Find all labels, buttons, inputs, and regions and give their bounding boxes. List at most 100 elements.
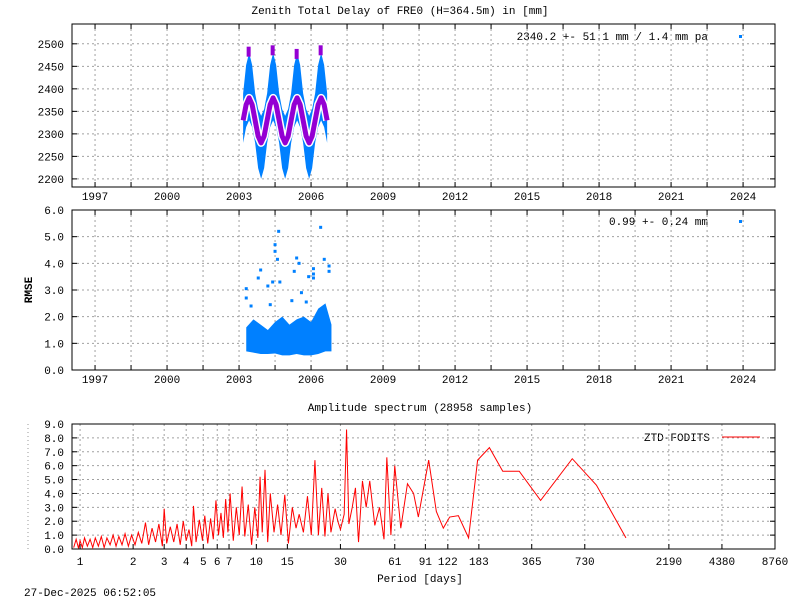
- ztd-model-outlier: [294, 48, 299, 59]
- y-tick-label: 2400: [38, 85, 64, 97]
- rmse-point: [249, 304, 253, 308]
- x-tick-label: 2021: [658, 192, 685, 204]
- plot-frame: [71, 23, 776, 188]
- x-tick-label: 2018: [586, 375, 612, 387]
- spectrum-legend-label: ZTD-FODITS: [644, 433, 710, 445]
- x-tick-label: 2012: [442, 192, 468, 204]
- x-tick-label: 10: [250, 557, 263, 569]
- spectrum-line: [73, 429, 627, 550]
- x-tick-label: 2: [130, 557, 137, 569]
- rmse-point: [311, 272, 315, 276]
- x-tick-label: 4380: [709, 557, 735, 569]
- x-tick-label: 61: [388, 557, 402, 569]
- rmse-point: [273, 249, 277, 253]
- rmse-legend-label: 0.99 +- 0.24 mm: [609, 217, 708, 229]
- ztd-model-line: [240, 95, 330, 146]
- x-tick-label: 365: [522, 557, 542, 569]
- rmse-point: [277, 229, 281, 233]
- x-tick-label: 15: [281, 557, 294, 569]
- y-tick-label: 3.0: [44, 286, 64, 298]
- spectrum-panel-title: Amplitude spectrum (28958 samples): [308, 403, 532, 415]
- x-tick-label: 7: [226, 557, 233, 569]
- rmse-point: [327, 269, 331, 273]
- rmse-point: [290, 299, 294, 303]
- y-tick-label: 0.0: [44, 366, 64, 378]
- rmse-point: [268, 303, 272, 307]
- y-tick-label: 2450: [38, 62, 64, 74]
- y-tick-label: 2350: [38, 107, 64, 119]
- y-tick-label: 5.0: [44, 476, 64, 488]
- x-tick-label: 2190: [656, 557, 682, 569]
- x-tick-label: 2021: [658, 375, 685, 387]
- y-tick-label: 1.0: [44, 339, 64, 351]
- x-tick-label: 2009: [370, 192, 396, 204]
- ztd-model-outlier: [270, 45, 275, 56]
- rmse-axis-label: RMSE: [24, 276, 36, 303]
- x-tick-label: 2009: [370, 375, 396, 387]
- rmse-legend-marker: [739, 220, 742, 223]
- rmse-point: [297, 261, 301, 265]
- rmse-point: [292, 269, 296, 273]
- y-tick-label: 7.0: [44, 448, 64, 460]
- rmse-point: [271, 280, 275, 284]
- y-tick-label: 4.0: [44, 489, 64, 501]
- x-tick-label: 2015: [514, 375, 540, 387]
- y-tick-label: 2.0: [44, 517, 64, 529]
- spectrum-x-axis-label: Period [days]: [377, 574, 463, 586]
- y-tick-label: 2300: [38, 130, 64, 142]
- y-tick-label: 2250: [38, 152, 64, 164]
- x-tick-label: 2018: [586, 192, 612, 204]
- x-tick-label: 1: [77, 557, 84, 569]
- x-tick-label: 2000: [154, 192, 180, 204]
- rmse-point: [319, 225, 323, 229]
- x-tick-label: 2003: [226, 192, 252, 204]
- x-tick-label: 183: [469, 557, 489, 569]
- rmse-point: [304, 300, 308, 304]
- x-tick-label: 5: [200, 557, 207, 569]
- rmse-point: [244, 296, 248, 300]
- rmse-data-points: [246, 303, 332, 356]
- ztd-panel-title: Zenith Total Delay of FRE0 (H=364.5m) in…: [251, 6, 548, 18]
- x-tick-label: 2000: [154, 375, 180, 387]
- rmse-point: [327, 264, 331, 268]
- plot-frame: [71, 423, 776, 550]
- y-tick-label: 9.0: [44, 420, 64, 432]
- x-tick-label: 4: [183, 557, 190, 569]
- rmse-point: [244, 287, 248, 291]
- y-tick-label: 3.0: [44, 503, 64, 515]
- rmse-point: [275, 257, 279, 261]
- x-tick-label: 91: [419, 557, 433, 569]
- x-tick-label: 2006: [298, 192, 324, 204]
- rmse-point: [278, 280, 282, 284]
- x-tick-label: 2024: [730, 375, 757, 387]
- x-tick-label: 3: [161, 557, 168, 569]
- x-tick-label: 2006: [298, 375, 324, 387]
- ztd-legend-marker: [739, 35, 742, 38]
- y-tick-label: 4.0: [44, 259, 64, 271]
- y-tick-label: 1.0: [44, 531, 64, 543]
- x-tick-label: 8760: [762, 557, 788, 569]
- y-tick-label: 5.0: [44, 233, 64, 245]
- x-tick-label: 2024: [730, 192, 757, 204]
- ztd-legend-label: 2340.2 +- 51.1 mm / 1.4 mm pa: [517, 32, 709, 44]
- y-tick-label: 2.0: [44, 313, 64, 325]
- x-tick-label: 1997: [82, 375, 108, 387]
- ztd-data-points: [243, 52, 328, 179]
- rmse-point: [256, 276, 260, 280]
- ztd-model-outlier: [318, 45, 323, 56]
- x-tick-label: 2003: [226, 375, 252, 387]
- y-tick-label: 2500: [38, 40, 64, 52]
- timestamp: 27-Dec-2025 06:52:05: [24, 588, 156, 600]
- x-tick-label: 6: [214, 557, 221, 569]
- y-tick-label: 6.0: [44, 462, 64, 474]
- plot-frame: [71, 209, 776, 371]
- y-tick-label: 6.0: [44, 206, 64, 218]
- x-tick-label: 2015: [514, 192, 540, 204]
- y-tick-label: 8.0: [44, 434, 64, 446]
- y-tick-label: 0.0: [44, 545, 64, 557]
- rmse-point: [307, 275, 311, 279]
- rmse-point: [295, 256, 299, 260]
- rmse-point: [299, 291, 303, 295]
- ztd-model-outlier: [246, 46, 251, 57]
